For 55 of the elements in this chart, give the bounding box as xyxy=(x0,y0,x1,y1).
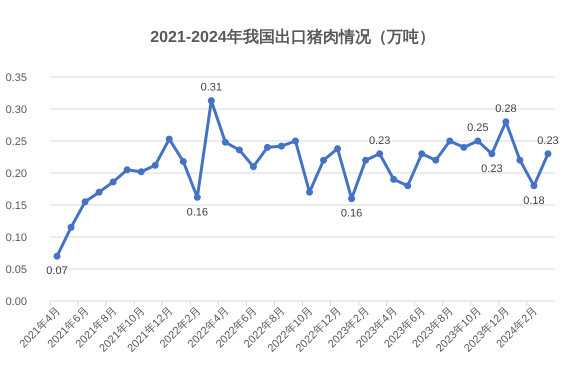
point xyxy=(306,188,314,196)
y-tick-label: 0.05 xyxy=(6,264,27,276)
point xyxy=(250,163,257,170)
data-label: 0.25 xyxy=(467,122,489,134)
y-tick-label: 0.15 xyxy=(6,200,27,212)
data-label: 0.31 xyxy=(200,82,222,94)
point xyxy=(166,136,173,143)
data-label: 0.18 xyxy=(523,194,545,207)
point xyxy=(376,150,384,158)
point xyxy=(390,176,398,183)
chart-title: 2021-2024年我国出口猪肉情况（万吨） xyxy=(150,28,435,46)
point xyxy=(418,150,426,158)
point xyxy=(110,178,117,186)
point xyxy=(432,156,440,164)
data-label: 0.28 xyxy=(495,102,517,115)
point xyxy=(320,156,328,164)
point xyxy=(208,97,215,104)
point xyxy=(460,144,468,151)
point xyxy=(474,138,482,144)
point xyxy=(488,150,496,158)
point xyxy=(278,142,285,150)
y-tick-label: 0.20 xyxy=(6,168,27,180)
point xyxy=(404,182,412,190)
point xyxy=(96,188,103,196)
y-tick-label: 0.25 xyxy=(6,136,27,148)
point xyxy=(180,158,187,165)
point xyxy=(334,145,342,152)
point xyxy=(264,144,271,151)
point xyxy=(292,138,299,144)
point xyxy=(194,194,201,201)
point xyxy=(362,156,370,164)
y-tick-label: 0.10 xyxy=(6,232,27,244)
point xyxy=(530,182,538,190)
data-label: 0.23 xyxy=(537,134,559,147)
point xyxy=(502,118,510,126)
point xyxy=(516,156,524,164)
point xyxy=(124,166,131,174)
point xyxy=(138,168,145,176)
data-label: 0.16 xyxy=(186,206,208,218)
data-label: 0.07 xyxy=(46,265,68,278)
point xyxy=(54,252,61,260)
point xyxy=(68,224,75,231)
point xyxy=(222,138,229,146)
data-label: 0.23 xyxy=(481,162,503,175)
point xyxy=(348,195,356,202)
y-tick-label: 0.35 xyxy=(6,72,27,84)
data-label: 0.16 xyxy=(340,208,362,220)
point xyxy=(446,138,454,144)
y-tick-label: 0.30 xyxy=(6,104,27,116)
point xyxy=(236,146,243,154)
point xyxy=(82,198,89,206)
y-tick-label: 0.00 xyxy=(6,296,27,308)
point xyxy=(544,150,552,158)
data-label: 0.23 xyxy=(368,134,390,147)
point xyxy=(152,162,159,169)
